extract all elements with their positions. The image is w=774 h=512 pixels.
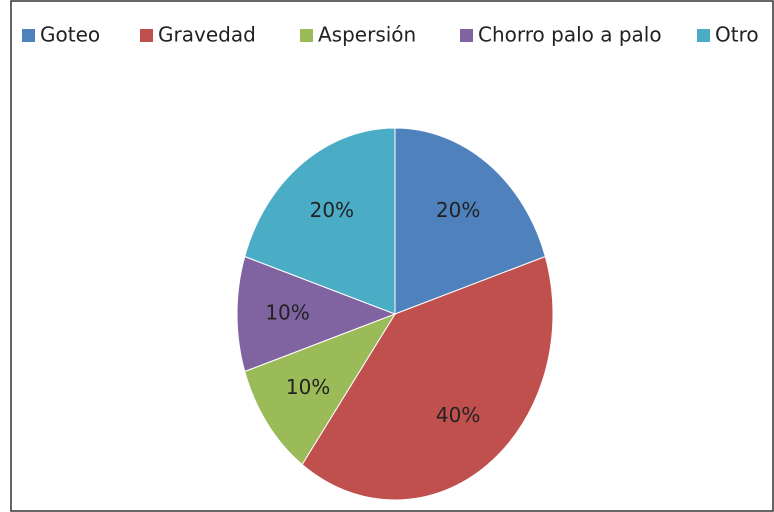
pie-slice [301,255,554,501]
legend-swatch [22,29,35,42]
data-label: 10% [265,301,309,325]
legend-label: Goteo [40,23,100,47]
pie-slice [244,127,396,315]
legend-swatch [697,29,710,42]
legend-label: Chorro palo a palo [478,23,662,47]
data-label: 10% [286,375,330,399]
legend-label: Otro [715,23,759,47]
data-label: 20% [436,198,480,222]
legend-swatch [140,29,153,42]
legend-label: Aspersión [318,23,416,47]
legend-swatch [460,29,473,42]
legend-label: Gravedad [158,23,256,47]
legend-swatch [300,29,313,42]
pie-slice [244,313,397,466]
data-label: 20% [310,198,354,222]
data-label: 40% [436,403,480,427]
pie-slice [236,255,397,373]
pie-slice [394,127,546,315]
